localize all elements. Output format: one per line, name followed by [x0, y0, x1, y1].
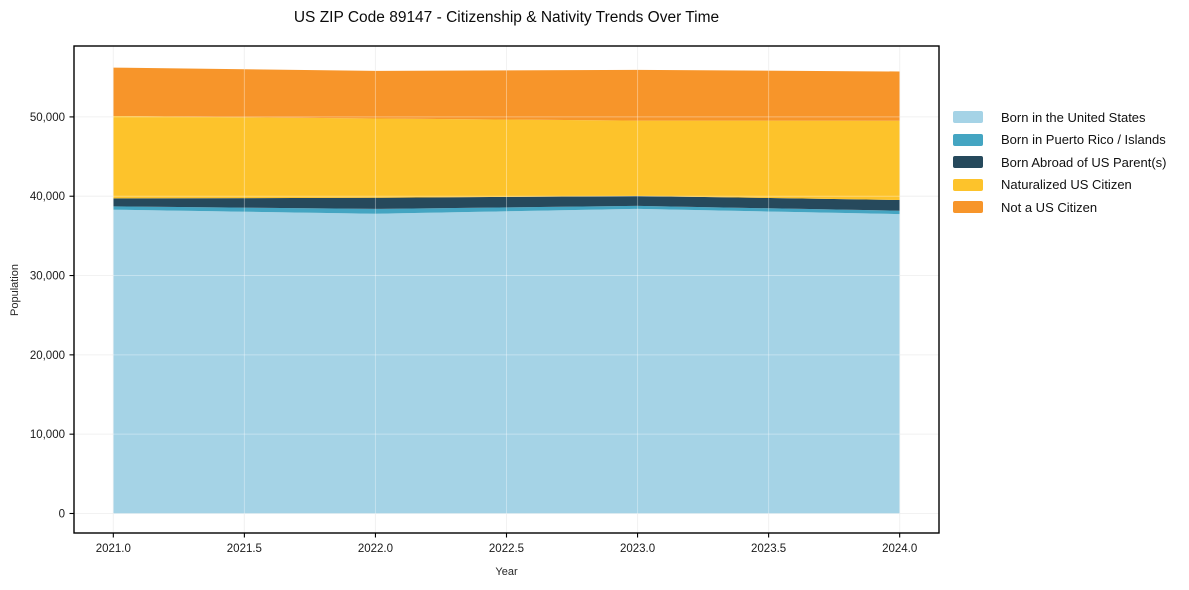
legend-swatch [953, 201, 983, 213]
area-born-abroad-of-us-parent-s [113, 196, 900, 211]
x-tick-label: 2021.5 [227, 543, 262, 555]
y-axis-label: Population [9, 264, 21, 316]
y-tick-label: 40,000 [30, 191, 65, 203]
chart-title: US ZIP Code 89147 - Citizenship & Nativi… [293, 9, 720, 26]
legend-swatch [953, 156, 983, 168]
x-axis-label: Year [495, 566, 518, 578]
legend-label: Naturalized US Citizen [1001, 177, 1132, 192]
legend-label: Born Abroad of US Parent(s) [1001, 154, 1167, 170]
area-not-a-us-citizen [113, 67, 900, 121]
area-naturalized-us-citizen [113, 116, 900, 200]
y-tick-label: 0 [59, 508, 65, 520]
legend-item-born-in-puerto-rico-islands: Born in Puerto Rico / Islands [953, 132, 1166, 147]
x-tick-label: 2024.0 [882, 543, 917, 555]
legend-label: Born in Puerto Rico / Islands [1001, 132, 1166, 147]
area-born-in-puerto-rico-islands [113, 205, 900, 215]
y-tick-label: 20,000 [30, 350, 65, 362]
legend-swatch [953, 178, 983, 191]
y-tick-label: 10,000 [30, 429, 65, 441]
x-tick-label: 2023.0 [620, 543, 655, 555]
x-tick-label: 2021.0 [96, 543, 131, 555]
legend-item-not-a-us-citizen: Not a US Citizen [953, 199, 1166, 215]
legend-item-born-in-the-united-states: Born in the United States [953, 109, 1166, 125]
x-tick-label: 2022.0 [358, 543, 393, 555]
legend-item-born-abroad-of-us-parent-s: Born Abroad of US Parent(s) [953, 154, 1167, 170]
legend-item-naturalized-us-citizen: Naturalized US Citizen [953, 177, 1166, 192]
legend-label: Born in the United States [1001, 109, 1146, 125]
x-tick-label: 2023.5 [751, 543, 786, 555]
x-tick-label: 2022.5 [489, 543, 524, 555]
y-tick-label: 50,000 [30, 112, 65, 124]
legend-label: Not a US Citizen [1001, 199, 1098, 215]
y-tick-label: 30,000 [30, 271, 65, 283]
legend-swatch [953, 133, 983, 146]
area-born-in-the-united-states [113, 208, 900, 514]
legend-swatch [953, 111, 983, 123]
legend: Born in the United States Born in Puerto … [953, 111, 1166, 224]
